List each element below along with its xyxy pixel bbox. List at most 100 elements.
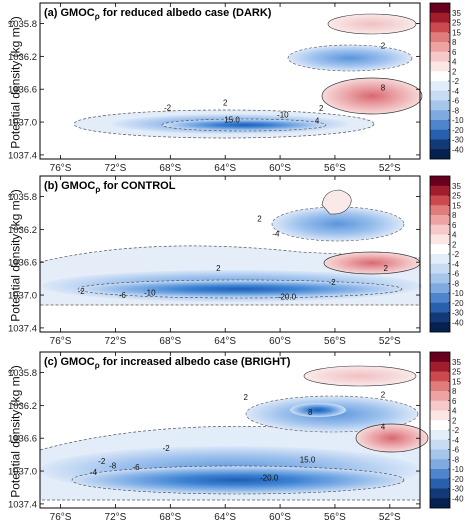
colorbar-swatch [430, 322, 450, 333]
colorbar-label: 2 [452, 67, 457, 76]
panel-a-upper-neg [287, 44, 413, 72]
colorbar-label: 15 [452, 201, 461, 210]
colorbar-label: 25 [452, 19, 461, 28]
contour-label: 2 [216, 264, 221, 273]
colorbar-label: 2 [452, 240, 457, 249]
y-tick-label: 1036.2 [8, 225, 37, 236]
colorbar-label: 4 [452, 58, 457, 67]
colorbar-label: 25 [452, 368, 461, 377]
y-tick-label: 1035.8 [8, 19, 37, 30]
contour-label: -20.0 [260, 474, 279, 483]
y-axis-label-c: Potential density (kg m-3) [7, 365, 23, 498]
colorbar-swatch [430, 32, 450, 43]
colorbar-swatch [430, 176, 450, 187]
contour-label: -6 [119, 291, 127, 300]
colorbar-swatch [430, 302, 450, 313]
colorbar-swatch [430, 498, 450, 509]
y-tick-label: 1037.0 [8, 291, 37, 302]
x-tick-label: 76°S [50, 336, 72, 347]
panel-a-neg-core [161, 118, 327, 132]
colorbar-swatch [430, 129, 450, 140]
colorbar-swatch [430, 361, 450, 372]
y-tick-label: 1036.6 [8, 258, 37, 269]
colorbar-swatch [430, 391, 450, 402]
colorbar-label: -6 [452, 97, 460, 106]
panel-c-pos-cell [355, 423, 429, 453]
y-tick-label: 1035.8 [8, 192, 37, 203]
chart-title: (c) GMOCρ for increased albedo case (BRI… [44, 356, 291, 370]
panel-a-frame [39, 2, 421, 160]
colorbar-label: -40 [452, 145, 464, 154]
contour-label: -2 [163, 444, 171, 453]
colorbar-label: -30 [452, 136, 464, 145]
colorbar-swatch [430, 100, 450, 111]
y-tick-label: 1036.2 [8, 52, 37, 63]
panel-c [39, 351, 429, 509]
y-tick-label: 1036.6 [8, 85, 37, 96]
colorbar-label: -8 [452, 455, 460, 464]
colorbar-swatch [430, 273, 450, 284]
colorbar-label: 35 [452, 9, 461, 18]
contour-label: -2 [164, 103, 172, 112]
y-tick-label: 1037.4 [8, 499, 37, 510]
panel-a-top-pos [327, 13, 417, 35]
panel-c-upper-core [290, 403, 346, 417]
colorbar-swatch [430, 254, 450, 265]
chart-title: (a) GMOCρ for reduced albedo case (DARK) [44, 7, 272, 21]
colorbar-swatch [430, 90, 450, 101]
colorbar-label: -4 [452, 87, 460, 96]
colorbar-swatch [430, 42, 450, 53]
x-tick-label: 64°S [214, 512, 236, 523]
colorbar-label: -20 [452, 126, 464, 135]
colorbar-label: 6 [452, 397, 457, 406]
colorbar-swatch [430, 420, 450, 431]
colorbar-label: -40 [452, 494, 464, 503]
x-tick-label: 68°S [159, 163, 181, 174]
contour-label: 4 [315, 116, 320, 125]
colorbar-swatch [430, 371, 450, 382]
colorbar-swatch [430, 224, 450, 235]
colorbar-label: -6 [452, 270, 460, 279]
y-tick-label: 1037.4 [8, 150, 37, 161]
colorbar-label: -4 [452, 436, 460, 445]
contour-label: 8 [308, 408, 313, 417]
y-axis-label-a: Potential density (kg m-3) [7, 16, 23, 149]
colorbar-swatch [430, 215, 450, 226]
x-tick-label: 60°S [269, 336, 291, 347]
colorbar-swatch [430, 234, 450, 245]
colorbar-swatch [430, 51, 450, 62]
colorbar-label: -2 [452, 77, 460, 86]
y-tick-label: 1037.0 [8, 118, 37, 129]
panel-a [39, 2, 423, 160]
x-tick-label: 64°S [214, 163, 236, 174]
contour-label: 2 [383, 264, 388, 273]
x-tick-label: 72°S [105, 336, 127, 347]
panel-b-neg-core [77, 279, 403, 299]
panel-c-neg-core [71, 465, 405, 495]
x-tick-label: 52°S [379, 336, 401, 347]
colorbar-swatch [430, 312, 450, 323]
x-tick-label: 56°S [324, 163, 346, 174]
colorbar-label: 25 [452, 192, 461, 201]
colorbar-swatch [430, 293, 450, 304]
colorbar-label: -2 [452, 426, 460, 435]
contour-label: -4 [272, 229, 280, 238]
contour-label: 2 [381, 42, 386, 51]
x-tick-label: 76°S [50, 163, 72, 174]
colorbar-swatch [430, 195, 450, 206]
colorbar-swatch [430, 283, 450, 294]
contour-label: -2 [98, 457, 106, 466]
colorbar-swatch [430, 263, 450, 274]
colorbar-swatch [430, 439, 450, 450]
contour-label: 2 [319, 104, 324, 113]
colorbar-label: 8 [452, 38, 457, 47]
y-tick-label: 1036.6 [8, 434, 37, 445]
contour-label: 15.0 [300, 456, 316, 465]
colorbar-swatch [430, 352, 450, 363]
colorbar-label: 35 [452, 358, 461, 367]
colorbar-swatch [430, 488, 450, 499]
contour-label: -8 [109, 461, 117, 470]
panel-b-pos-cell [323, 251, 421, 275]
panel-c-overlay: (c) GMOCρ for increased albedo case (BRI… [8, 352, 420, 523]
